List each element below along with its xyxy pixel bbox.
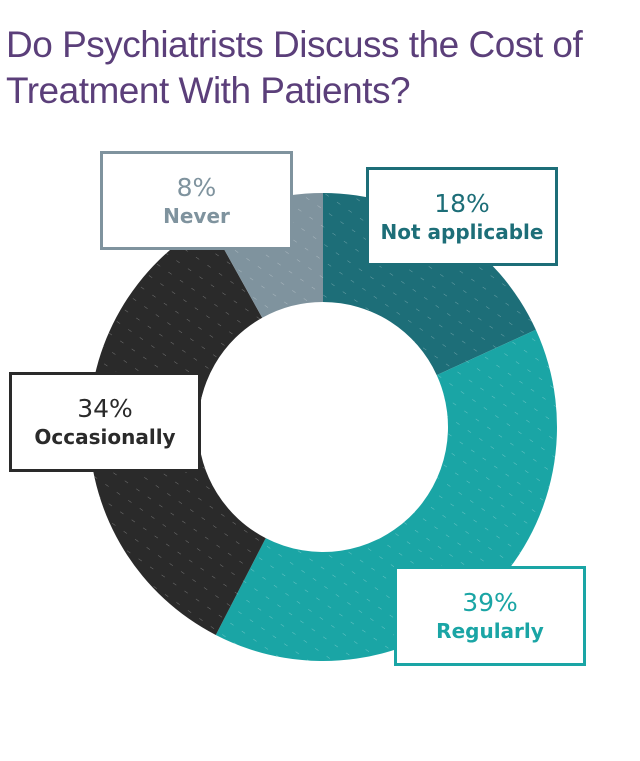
slice-name-not-applicable: Not applicable <box>380 219 544 244</box>
chart-title: Do Psychiatrists Discuss the Cost of Tre… <box>6 24 583 111</box>
slice-name-regularly: Regularly <box>436 619 544 643</box>
slice-value-not-applicable: 18% <box>434 188 490 218</box>
slice-value-occasionally: 34% <box>77 394 133 423</box>
slice-name-never: Never <box>163 203 230 228</box>
slice-label-never: 8% Never <box>100 151 293 250</box>
slice-name-occasionally: Occasionally <box>34 425 176 449</box>
slice-value-regularly: 39% <box>462 588 518 617</box>
slice-value-never: 8% <box>176 172 217 202</box>
slice-label-occasionally: 34% Occasionally <box>9 372 201 472</box>
slice-label-not-applicable: 18% Not applicable <box>366 167 558 266</box>
slice-label-regularly: 39% Regularly <box>394 566 586 666</box>
